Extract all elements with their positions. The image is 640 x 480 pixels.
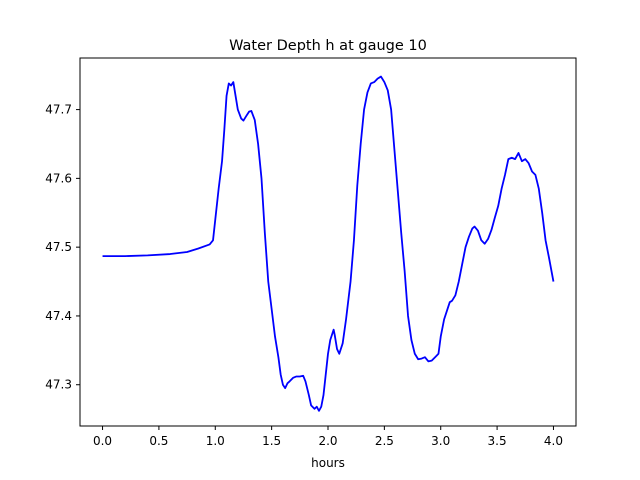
y-tick-label: 47.4 [45, 309, 72, 323]
y-tick-label: 47.3 [45, 378, 72, 392]
y-tick-label: 47.5 [45, 240, 72, 254]
x-tick-label: 4.0 [544, 434, 563, 448]
x-tick-label: 1.0 [206, 434, 225, 448]
x-tick-label: 3.5 [488, 434, 507, 448]
plot-area: 0.0 0.5 1.0 1.5 2.0 2.5 3.0 3.5 4.0 47.3 47.4 47.5 4… [45, 57, 577, 448]
x-tick-label: 2.5 [375, 434, 394, 448]
x-tick-label: 3.0 [431, 434, 450, 448]
y-tick-label: 47.7 [45, 103, 72, 117]
x-tick-label: 1.5 [262, 434, 281, 448]
x-tick-label: 0.0 [93, 434, 112, 448]
chart-title: Water Depth h at gauge 10 [229, 38, 427, 54]
x-tick-label: 2.0 [318, 434, 337, 448]
x-tick-label: 0.5 [149, 434, 168, 448]
series-line-0 [102, 75, 555, 412]
x-axis-label: hours [311, 456, 345, 470]
y-tick-label: 47.6 [45, 171, 72, 185]
